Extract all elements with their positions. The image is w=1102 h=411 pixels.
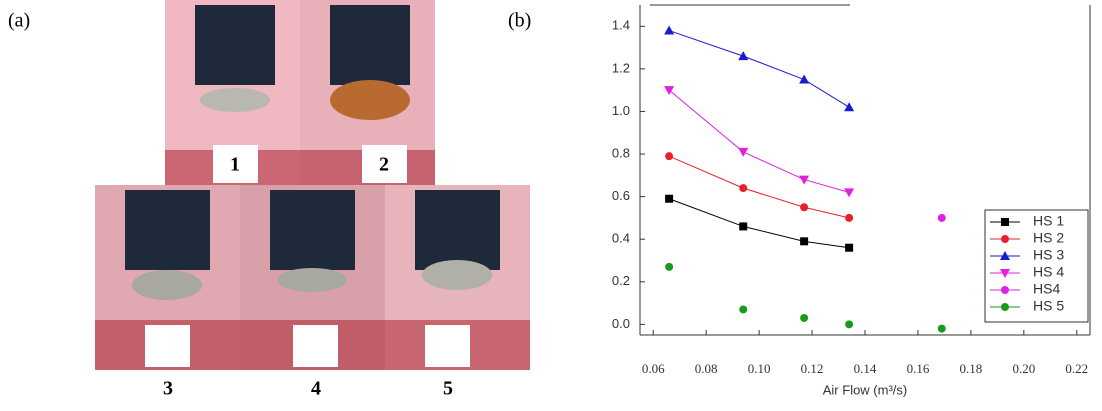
legend-label: HS 1 (1033, 213, 1064, 229)
marker (937, 213, 946, 222)
marker (665, 152, 674, 161)
photo-label: 4 (311, 378, 321, 400)
marker (738, 51, 749, 61)
x-tick-label: 0.14 (854, 361, 877, 376)
heat-sink (132, 270, 202, 300)
marker (1001, 303, 1009, 311)
y-tick-label: 0.0 (612, 316, 630, 331)
panel-label: (a) (8, 10, 30, 32)
marker (665, 194, 674, 203)
x-tick-label: 0.20 (1012, 361, 1035, 376)
fan (195, 5, 275, 85)
label-box (362, 145, 407, 183)
x-tick-label: 0.08 (695, 361, 718, 376)
marker (937, 324, 946, 333)
photo-label: 5 (443, 378, 453, 400)
x-tick-label: 0.12 (801, 361, 824, 376)
legend-label: HS 3 (1033, 247, 1064, 263)
fan (415, 190, 500, 270)
series-line (668, 30, 850, 108)
chart: Air Flow (m³/s) 0.0 0.2 0.4 0.6 0.8 1.0 1.2 1.4… (612, 4, 1091, 397)
marker (739, 184, 748, 193)
marker (664, 86, 675, 96)
y-tick-label: 0.4 (612, 231, 630, 246)
x-tick-label: 0.16 (907, 361, 930, 376)
series-line (668, 155, 850, 219)
marker (739, 222, 748, 231)
fan (270, 190, 355, 270)
series-line (668, 198, 850, 249)
marker (800, 203, 809, 212)
y-tick-label: 0.2 (612, 273, 630, 288)
marker (799, 175, 810, 185)
marker (800, 237, 809, 246)
marker (845, 243, 854, 252)
legend-label: HS 4 (1033, 264, 1064, 280)
marker (738, 147, 749, 157)
photo-label: 3 (163, 378, 173, 400)
marker (664, 25, 675, 35)
marker (1000, 251, 1010, 260)
fan (125, 190, 210, 270)
y-tick-label: 0.6 (612, 188, 630, 203)
label-box (293, 325, 338, 367)
marker (1001, 286, 1009, 294)
marker (844, 102, 855, 112)
marker (800, 313, 809, 322)
x-axis-label: Air Flow (m³/s) (823, 382, 908, 397)
marker (739, 305, 748, 314)
legend-label: HS 5 (1033, 298, 1064, 314)
legend-label: HS 2 (1033, 230, 1064, 246)
marker (845, 213, 854, 222)
legend-box (984, 209, 1089, 323)
marker (1000, 269, 1010, 278)
y-tick-label: 1.0 (612, 103, 630, 118)
photo-label: 2 (379, 154, 389, 176)
marker (799, 74, 810, 84)
marker (845, 320, 854, 329)
x-tick-label: 0.06 (642, 361, 665, 376)
panel-label: (b) (508, 10, 531, 32)
heat-sink (422, 260, 492, 290)
marker (665, 262, 674, 271)
heat-sink (277, 268, 347, 292)
heat-sink (330, 80, 410, 120)
marker (1001, 235, 1009, 243)
series-line (668, 89, 850, 193)
y-tick-label: 0.8 (612, 145, 630, 160)
marker (844, 188, 855, 198)
label-box (145, 325, 190, 367)
label-box (213, 145, 258, 183)
legend-label: HS4 (1033, 281, 1060, 297)
label-box (425, 325, 470, 367)
photos: 1 2 3 4 5 (95, 0, 530, 400)
y-tick-label: 1.4 (612, 18, 630, 33)
x-tick-label: 0.18 (960, 361, 983, 376)
x-tick-label: 0.22 (1065, 361, 1088, 376)
y-tick-label: 1.2 (612, 60, 630, 75)
heat-sink (200, 88, 270, 112)
photo-label: 1 (230, 154, 240, 176)
marker (1001, 218, 1009, 226)
x-tick-label: 0.10 (748, 361, 771, 376)
fan (330, 5, 410, 85)
